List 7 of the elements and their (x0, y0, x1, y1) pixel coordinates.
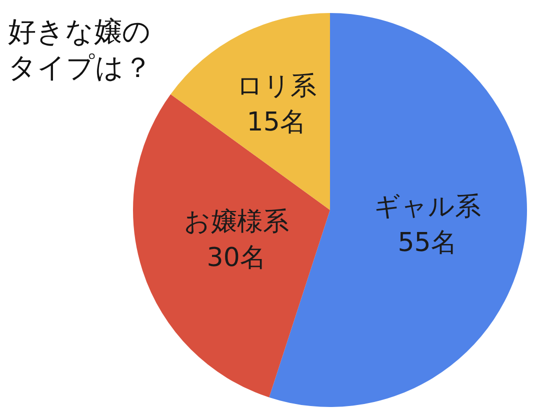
slice-label: ロリ系 (236, 71, 316, 102)
slice-label: ギャル系 (374, 192, 481, 222)
data-label: 15名 (246, 107, 306, 138)
data-label: 55名 (398, 228, 457, 258)
data-label: 30名 (206, 243, 266, 274)
text: 好きな嬢のタイプは？ (8, 14, 153, 86)
slice-label: お嬢様系 (184, 207, 289, 238)
